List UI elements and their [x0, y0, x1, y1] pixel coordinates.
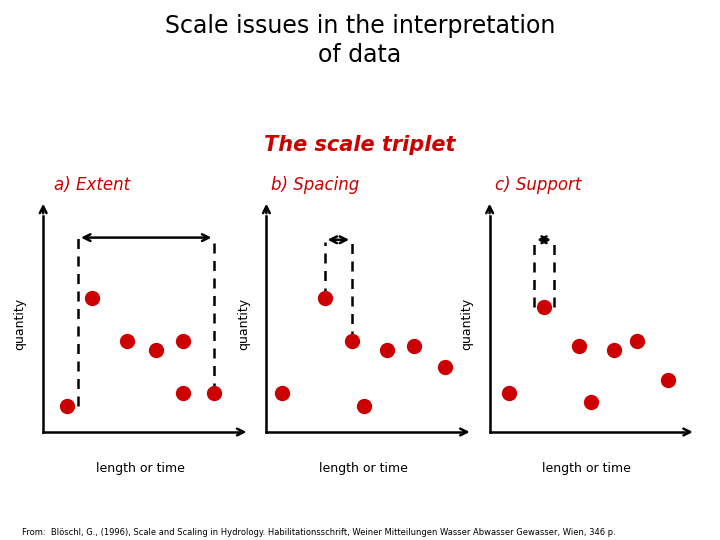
Text: quantity: quantity — [460, 298, 473, 350]
Text: a) Extent: a) Extent — [54, 177, 130, 194]
Text: length or time: length or time — [96, 462, 185, 475]
Text: The scale triplet: The scale triplet — [264, 135, 456, 155]
Text: Scale issues in the interpretation
of data: Scale issues in the interpretation of da… — [165, 14, 555, 67]
Text: b) Spacing: b) Spacing — [271, 177, 359, 194]
Text: c) Support: c) Support — [495, 177, 581, 194]
Text: quantity: quantity — [237, 298, 250, 350]
Text: quantity: quantity — [14, 298, 27, 350]
Text: length or time: length or time — [542, 462, 631, 475]
Text: length or time: length or time — [319, 462, 408, 475]
Text: From:  Blöschl, G., (1996), Scale and Scaling in Hydrology. Habilitationsschrift: From: Blöschl, G., (1996), Scale and Sca… — [22, 528, 616, 537]
